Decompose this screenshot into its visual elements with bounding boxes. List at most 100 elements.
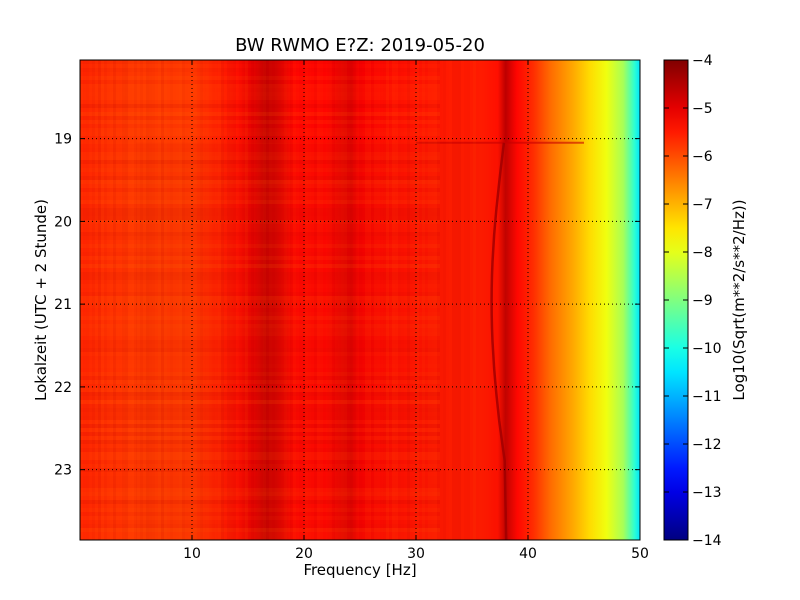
noise-column (479, 60, 482, 540)
noise-column (383, 60, 386, 540)
noise-row (80, 188, 440, 192)
noise-column (440, 60, 443, 540)
noise-column (194, 60, 197, 540)
noise-row (80, 408, 440, 412)
noise-column (299, 60, 302, 540)
noise-column (104, 60, 107, 540)
noise-row (80, 492, 440, 496)
colorbar-tick-label: −4 (692, 53, 713, 69)
noise-column (254, 60, 257, 540)
y-tick-label: 19 (54, 132, 72, 148)
noise-column (341, 60, 344, 540)
noise-row (80, 488, 440, 492)
x-tick-label: 20 (295, 546, 313, 562)
noise-column (170, 60, 173, 540)
noise-column (449, 60, 452, 540)
noise-row (80, 532, 440, 536)
noise-column (134, 60, 137, 540)
noise-row (80, 448, 440, 452)
noise-column (308, 60, 311, 540)
post-event-region (136, 142, 517, 540)
plot-frame (79, 59, 641, 541)
noise-row (80, 344, 440, 348)
noise-column (452, 60, 455, 540)
y-tick-label: 21 (54, 297, 72, 313)
heatmap-area (80, 60, 640, 540)
noise-column (98, 60, 101, 540)
noise-column (401, 60, 404, 540)
noise-row (80, 128, 440, 132)
noise-column (131, 60, 134, 540)
noise-row (80, 212, 440, 216)
noise-row (80, 156, 440, 160)
noise-column (203, 60, 206, 540)
noise-column (284, 60, 287, 540)
noise-row (80, 376, 440, 380)
noise-row (80, 272, 440, 276)
noise-row (80, 256, 440, 260)
colorbar-tick-label: −9 (692, 293, 713, 309)
noise-column (425, 60, 428, 540)
noise-row (80, 456, 440, 460)
noise-column (380, 60, 383, 540)
colorbar-tick-label: −6 (692, 149, 713, 165)
noise-row (80, 264, 440, 268)
noise-column (467, 60, 470, 540)
noise-column (461, 60, 464, 540)
noise-column (314, 60, 317, 540)
colorbar-tick-label: −11 (692, 389, 722, 405)
noise-column (404, 60, 407, 540)
noise-column (473, 60, 476, 540)
noise-row (80, 412, 440, 416)
noise-column (434, 60, 437, 540)
noise-column (365, 60, 368, 540)
noise-column (89, 60, 92, 540)
noise-row (80, 416, 440, 420)
noise-column (215, 60, 218, 540)
noise-row (80, 340, 440, 344)
noise-column (218, 60, 221, 540)
colorbar-tick-label: −13 (692, 485, 722, 501)
noise-column (137, 60, 140, 540)
noise-column (92, 60, 95, 540)
noise-column (113, 60, 116, 540)
noise-column (416, 60, 419, 540)
noise-column (398, 60, 401, 540)
noise-column (287, 60, 290, 540)
noise-row (80, 220, 440, 224)
noise-column (371, 60, 374, 540)
noise-column (242, 60, 245, 540)
noise-column (332, 60, 335, 540)
noise-column (257, 60, 260, 540)
noise-row (80, 132, 440, 136)
noise-row (80, 404, 440, 408)
noise-row (80, 140, 440, 144)
x-tick-label: 10 (183, 546, 201, 562)
noise-row (80, 524, 440, 528)
noise-row (80, 328, 440, 332)
noise-column (161, 60, 164, 540)
noise-row (80, 200, 440, 204)
noise-row (80, 424, 440, 428)
noise-column (362, 60, 365, 540)
noise-row (80, 316, 440, 320)
chart-title: BW RWMO E?Z: 2019-05-20 (235, 35, 485, 56)
noise-column (431, 60, 434, 540)
noise-column (110, 60, 113, 540)
noise-column (146, 60, 149, 540)
noise-column (338, 60, 341, 540)
noise-row (80, 96, 440, 100)
noise-row (80, 60, 440, 64)
noise-column (128, 60, 131, 540)
noise-row (80, 516, 440, 520)
grid (80, 60, 640, 540)
noise-column (356, 60, 359, 540)
noise-row (80, 440, 440, 444)
noise-row (80, 244, 440, 248)
noise-row (80, 68, 440, 72)
colorbar-tick-label: −5 (692, 101, 713, 117)
noise-row (80, 388, 440, 392)
colorbar-tick-label: −10 (692, 341, 722, 357)
noise-column (152, 60, 155, 540)
noise-column (251, 60, 254, 540)
